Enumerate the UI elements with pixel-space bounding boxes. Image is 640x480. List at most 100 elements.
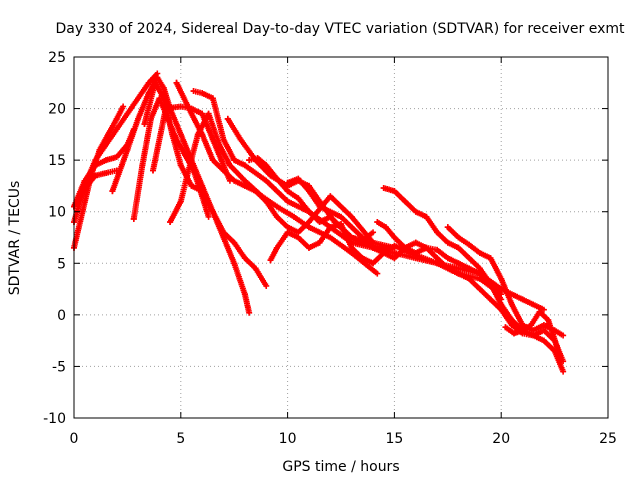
data-point xyxy=(476,270,483,277)
data-point xyxy=(252,188,259,195)
series-arc-8 xyxy=(150,103,233,184)
data-series-layer xyxy=(71,70,567,375)
data-point xyxy=(152,79,159,86)
data-point xyxy=(540,322,547,329)
data-point xyxy=(145,79,152,86)
data-point xyxy=(511,330,518,337)
data-point xyxy=(130,215,137,222)
data-point xyxy=(160,95,167,102)
data-point xyxy=(444,265,451,272)
data-point xyxy=(560,368,567,375)
data-point xyxy=(224,115,231,122)
data-point xyxy=(79,188,86,195)
data-point xyxy=(380,184,387,191)
data-point xyxy=(92,162,99,169)
data-point xyxy=(113,115,120,122)
data-point xyxy=(167,219,174,226)
trace-markers xyxy=(284,175,566,373)
data-point xyxy=(241,182,248,189)
data-point xyxy=(241,177,248,184)
trace-markers xyxy=(173,79,396,251)
data-point xyxy=(291,213,298,220)
data-point xyxy=(370,260,377,267)
data-point xyxy=(327,234,334,241)
y-tick-label: 20 xyxy=(48,102,66,118)
data-point xyxy=(455,265,462,272)
data-point xyxy=(295,229,302,236)
data-point xyxy=(92,172,99,179)
data-point xyxy=(305,244,312,251)
data-point xyxy=(558,358,565,365)
data-point xyxy=(327,193,334,200)
data-point xyxy=(380,249,387,256)
data-point xyxy=(113,154,120,161)
data-point xyxy=(103,141,110,148)
data-point xyxy=(455,234,462,241)
data-point xyxy=(231,260,238,267)
data-point xyxy=(120,103,127,110)
data-point xyxy=(246,309,253,316)
data-point xyxy=(177,103,184,110)
y-tick-label: 10 xyxy=(48,205,66,221)
data-point xyxy=(338,213,344,220)
data-point xyxy=(205,213,212,220)
data-point xyxy=(124,110,131,117)
data-point xyxy=(113,126,120,133)
data-point xyxy=(348,224,355,231)
data-point xyxy=(444,224,451,231)
data-point xyxy=(444,239,451,246)
data-point xyxy=(391,242,398,249)
data-point xyxy=(295,234,302,241)
data-point xyxy=(528,322,535,329)
data-point xyxy=(519,296,526,303)
data-point xyxy=(423,213,430,220)
data-point xyxy=(284,198,291,205)
data-point xyxy=(141,121,148,128)
data-point xyxy=(139,162,146,169)
data-point xyxy=(327,208,334,215)
data-point xyxy=(109,188,116,195)
data-point xyxy=(519,327,526,334)
data-point xyxy=(434,229,441,236)
data-point xyxy=(241,291,248,298)
data-point xyxy=(209,208,216,215)
data-point xyxy=(553,342,560,349)
y-tick-label: -5 xyxy=(52,359,66,375)
data-point xyxy=(263,177,270,184)
data-point xyxy=(487,296,494,303)
series-arc-15 xyxy=(284,175,567,375)
series-arc-14 xyxy=(267,221,547,313)
data-point xyxy=(237,136,244,143)
x-tick-label: 15 xyxy=(385,431,403,447)
y-tick-label: -10 xyxy=(43,411,66,427)
data-point xyxy=(402,198,409,205)
data-point xyxy=(273,203,280,210)
data-point xyxy=(359,255,366,262)
data-point xyxy=(188,182,195,189)
x-tick-label: 25 xyxy=(599,431,617,447)
data-point xyxy=(316,203,323,210)
series-arc-9 xyxy=(167,110,381,277)
data-point xyxy=(476,265,483,272)
data-point xyxy=(263,282,270,289)
data-point xyxy=(338,221,344,228)
data-point xyxy=(391,234,398,241)
data-point xyxy=(188,110,195,117)
data-point xyxy=(226,162,233,169)
data-point xyxy=(434,246,441,253)
data-point xyxy=(359,234,366,241)
data-point xyxy=(177,162,184,169)
data-point xyxy=(498,301,505,308)
data-point xyxy=(380,244,387,251)
plot-frame xyxy=(73,56,609,419)
data-point xyxy=(530,327,537,334)
data-point xyxy=(199,188,206,195)
y-tick-label: 5 xyxy=(57,256,66,272)
data-point xyxy=(412,208,419,215)
data-point xyxy=(241,162,248,169)
data-point xyxy=(540,337,547,344)
data-point xyxy=(412,239,419,246)
data-point xyxy=(444,255,451,262)
data-point xyxy=(105,169,112,176)
data-point xyxy=(508,317,515,324)
